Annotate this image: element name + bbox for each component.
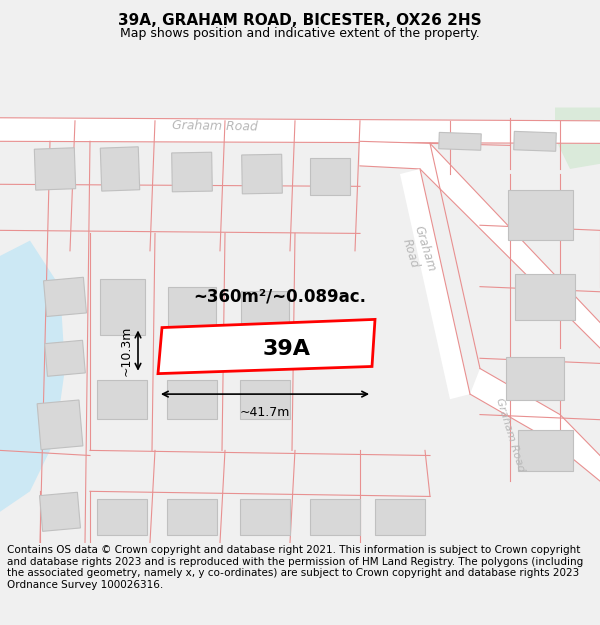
Polygon shape: [514, 131, 556, 151]
Polygon shape: [240, 380, 290, 419]
Polygon shape: [310, 499, 360, 535]
Polygon shape: [470, 369, 600, 481]
Polygon shape: [240, 499, 290, 535]
Polygon shape: [168, 287, 216, 344]
Text: Map shows position and indicative extent of the property.: Map shows position and indicative extent…: [120, 27, 480, 40]
Polygon shape: [555, 107, 600, 169]
Polygon shape: [167, 380, 217, 419]
Polygon shape: [439, 132, 481, 150]
Text: ~41.7m: ~41.7m: [240, 406, 290, 419]
Polygon shape: [100, 147, 140, 191]
Polygon shape: [375, 499, 425, 535]
Polygon shape: [97, 380, 147, 419]
Text: Graham Road: Graham Road: [172, 119, 258, 133]
Polygon shape: [172, 152, 212, 192]
Text: 39A, GRAHAM ROAD, BICESTER, OX26 2HS: 39A, GRAHAM ROAD, BICESTER, OX26 2HS: [118, 12, 482, 28]
Polygon shape: [517, 430, 572, 471]
Polygon shape: [0, 118, 600, 143]
Polygon shape: [44, 278, 86, 316]
Polygon shape: [37, 400, 83, 449]
Polygon shape: [310, 158, 350, 194]
Text: ~10.3m: ~10.3m: [120, 326, 133, 376]
Polygon shape: [242, 154, 283, 194]
Text: Graham Road: Graham Road: [494, 397, 526, 473]
Polygon shape: [44, 340, 85, 376]
Polygon shape: [34, 148, 76, 190]
Polygon shape: [515, 274, 575, 320]
Text: ~360m²/~0.089ac.: ~360m²/~0.089ac.: [193, 288, 367, 306]
Polygon shape: [167, 499, 217, 535]
Polygon shape: [360, 141, 600, 348]
Polygon shape: [400, 169, 470, 399]
Polygon shape: [158, 319, 375, 374]
Text: Contains OS data © Crown copyright and database right 2021. This information is : Contains OS data © Crown copyright and d…: [7, 545, 583, 590]
Text: 39A: 39A: [263, 339, 311, 359]
Polygon shape: [508, 191, 572, 239]
Polygon shape: [241, 291, 289, 344]
Polygon shape: [97, 499, 147, 535]
Polygon shape: [506, 357, 564, 400]
Polygon shape: [100, 279, 145, 335]
Polygon shape: [0, 241, 65, 512]
Text: Graham
Road: Graham Road: [398, 224, 439, 278]
Polygon shape: [40, 492, 80, 531]
